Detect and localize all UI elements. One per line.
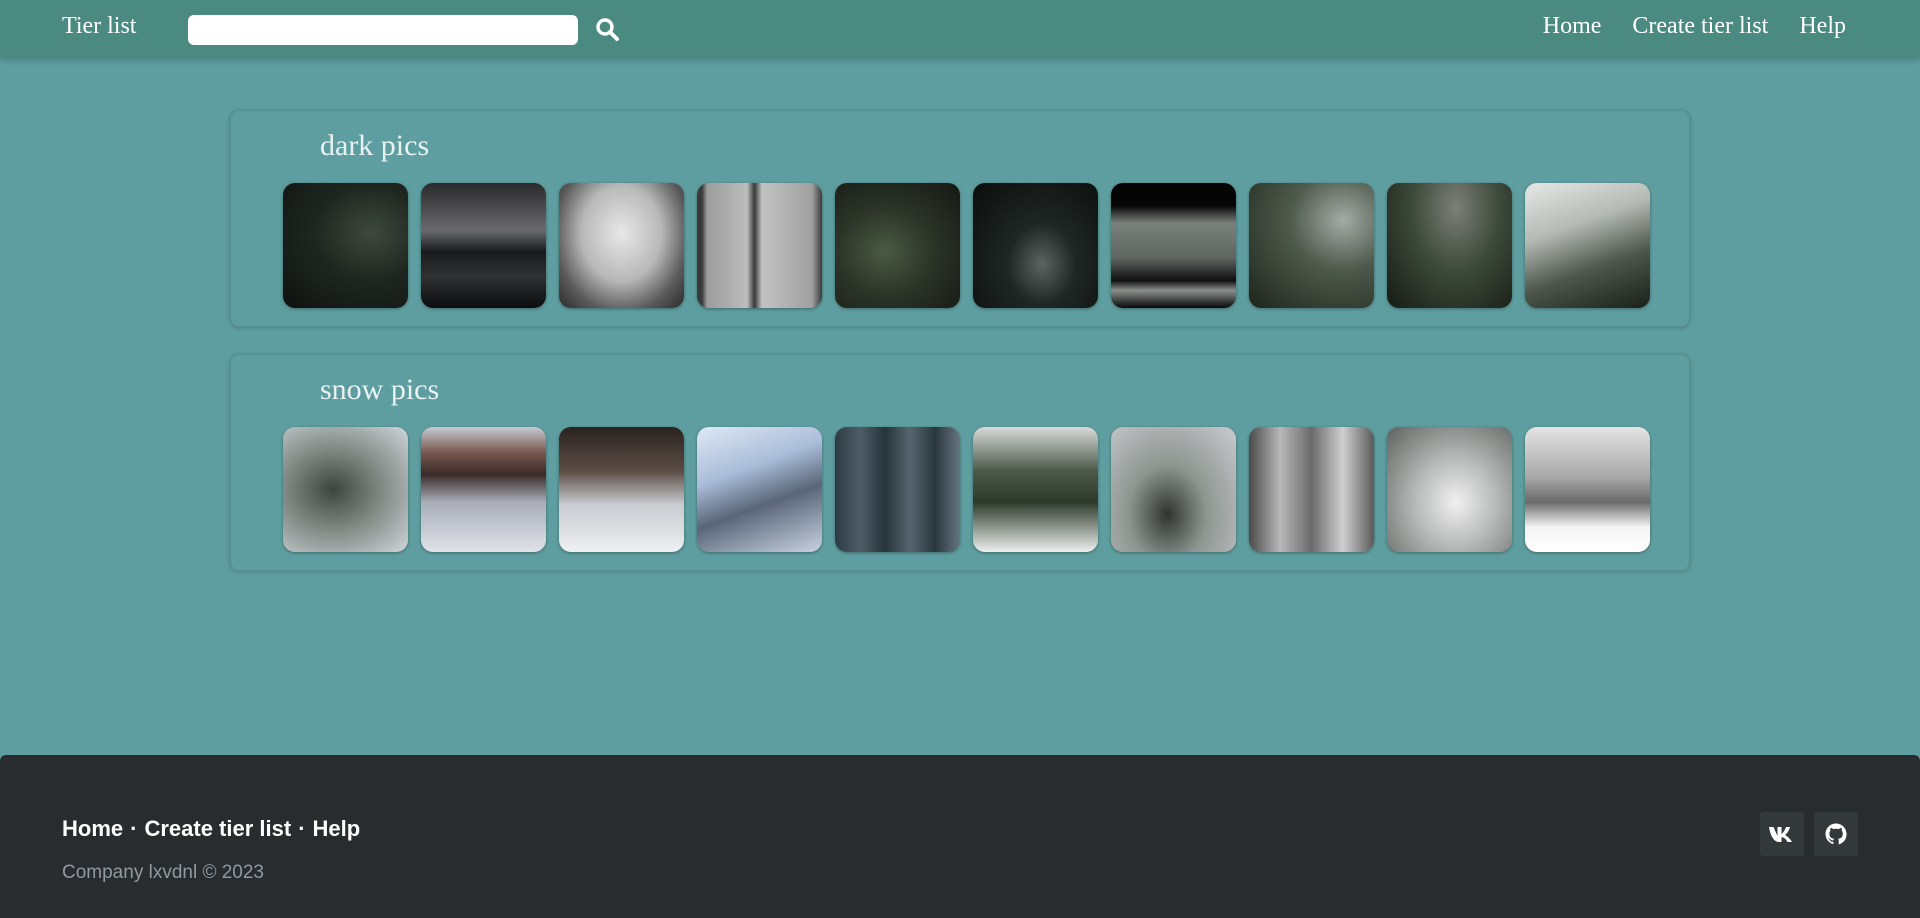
footer-home-link[interactable]: Home <box>62 816 124 841</box>
footer-links: Home · Create tier list · Help <box>62 816 360 842</box>
tier-pictures <box>283 427 1650 552</box>
dark-pic-4[interactable] <box>697 183 822 308</box>
nav-home-link[interactable]: Home <box>1542 13 1602 39</box>
brand-logo[interactable]: Tier list <box>62 13 137 39</box>
dark-pic-6[interactable] <box>973 183 1098 308</box>
dark-pic-9[interactable] <box>1387 183 1512 308</box>
snow-pic-8[interactable] <box>1249 427 1374 552</box>
dark-pic-10[interactable] <box>1525 183 1650 308</box>
footer-create-tier-list-link[interactable]: Create tier list <box>144 816 292 841</box>
tier-title: snow pics <box>320 373 440 406</box>
main-nav: Home Create tier list Help <box>1543 13 1846 40</box>
social-links <box>1760 812 1858 856</box>
navbar: Tier list Home Create tier list Help <box>0 0 1920 58</box>
search-button[interactable] <box>594 17 620 43</box>
search-input[interactable] <box>188 15 578 45</box>
footer-separator: · <box>130 816 138 841</box>
snow-pic-3[interactable] <box>559 427 684 552</box>
github-icon <box>1825 823 1847 845</box>
snow-pic-9[interactable] <box>1387 427 1512 552</box>
footer: Home · Create tier list · Help Company l… <box>0 755 1920 918</box>
copyright: Company lxvdnl © 2023 <box>62 862 264 883</box>
snow-pic-5[interactable] <box>835 427 960 552</box>
footer-help-link[interactable]: Help <box>312 816 361 841</box>
dark-pic-2[interactable] <box>421 183 546 308</box>
github-button[interactable] <box>1814 812 1858 856</box>
snow-pic-7[interactable] <box>1111 427 1236 552</box>
nav-help-link[interactable]: Help <box>1799 13 1846 39</box>
snow-pic-6[interactable] <box>973 427 1098 552</box>
dark-pic-3[interactable] <box>559 183 684 308</box>
snow-pic-10[interactable] <box>1525 427 1650 552</box>
snow-pic-4[interactable] <box>697 427 822 552</box>
vk-button[interactable] <box>1760 812 1804 856</box>
tier-card-dark-pics: dark pics <box>229 109 1691 328</box>
dark-pic-1[interactable] <box>283 183 408 308</box>
footer-separator: · <box>298 816 306 841</box>
snow-pic-1[interactable] <box>283 427 408 552</box>
tier-card-snow-pics: snow pics <box>229 353 1691 572</box>
dark-pic-7[interactable] <box>1111 183 1236 308</box>
nav-create-tier-list-link[interactable]: Create tier list <box>1632 13 1769 39</box>
tier-title: dark pics <box>320 129 430 162</box>
search-icon <box>596 18 619 41</box>
vk-icon <box>1769 827 1792 842</box>
tier-pictures <box>283 183 1650 308</box>
snow-pic-2[interactable] <box>421 427 546 552</box>
dark-pic-8[interactable] <box>1249 183 1374 308</box>
dark-pic-5[interactable] <box>835 183 960 308</box>
